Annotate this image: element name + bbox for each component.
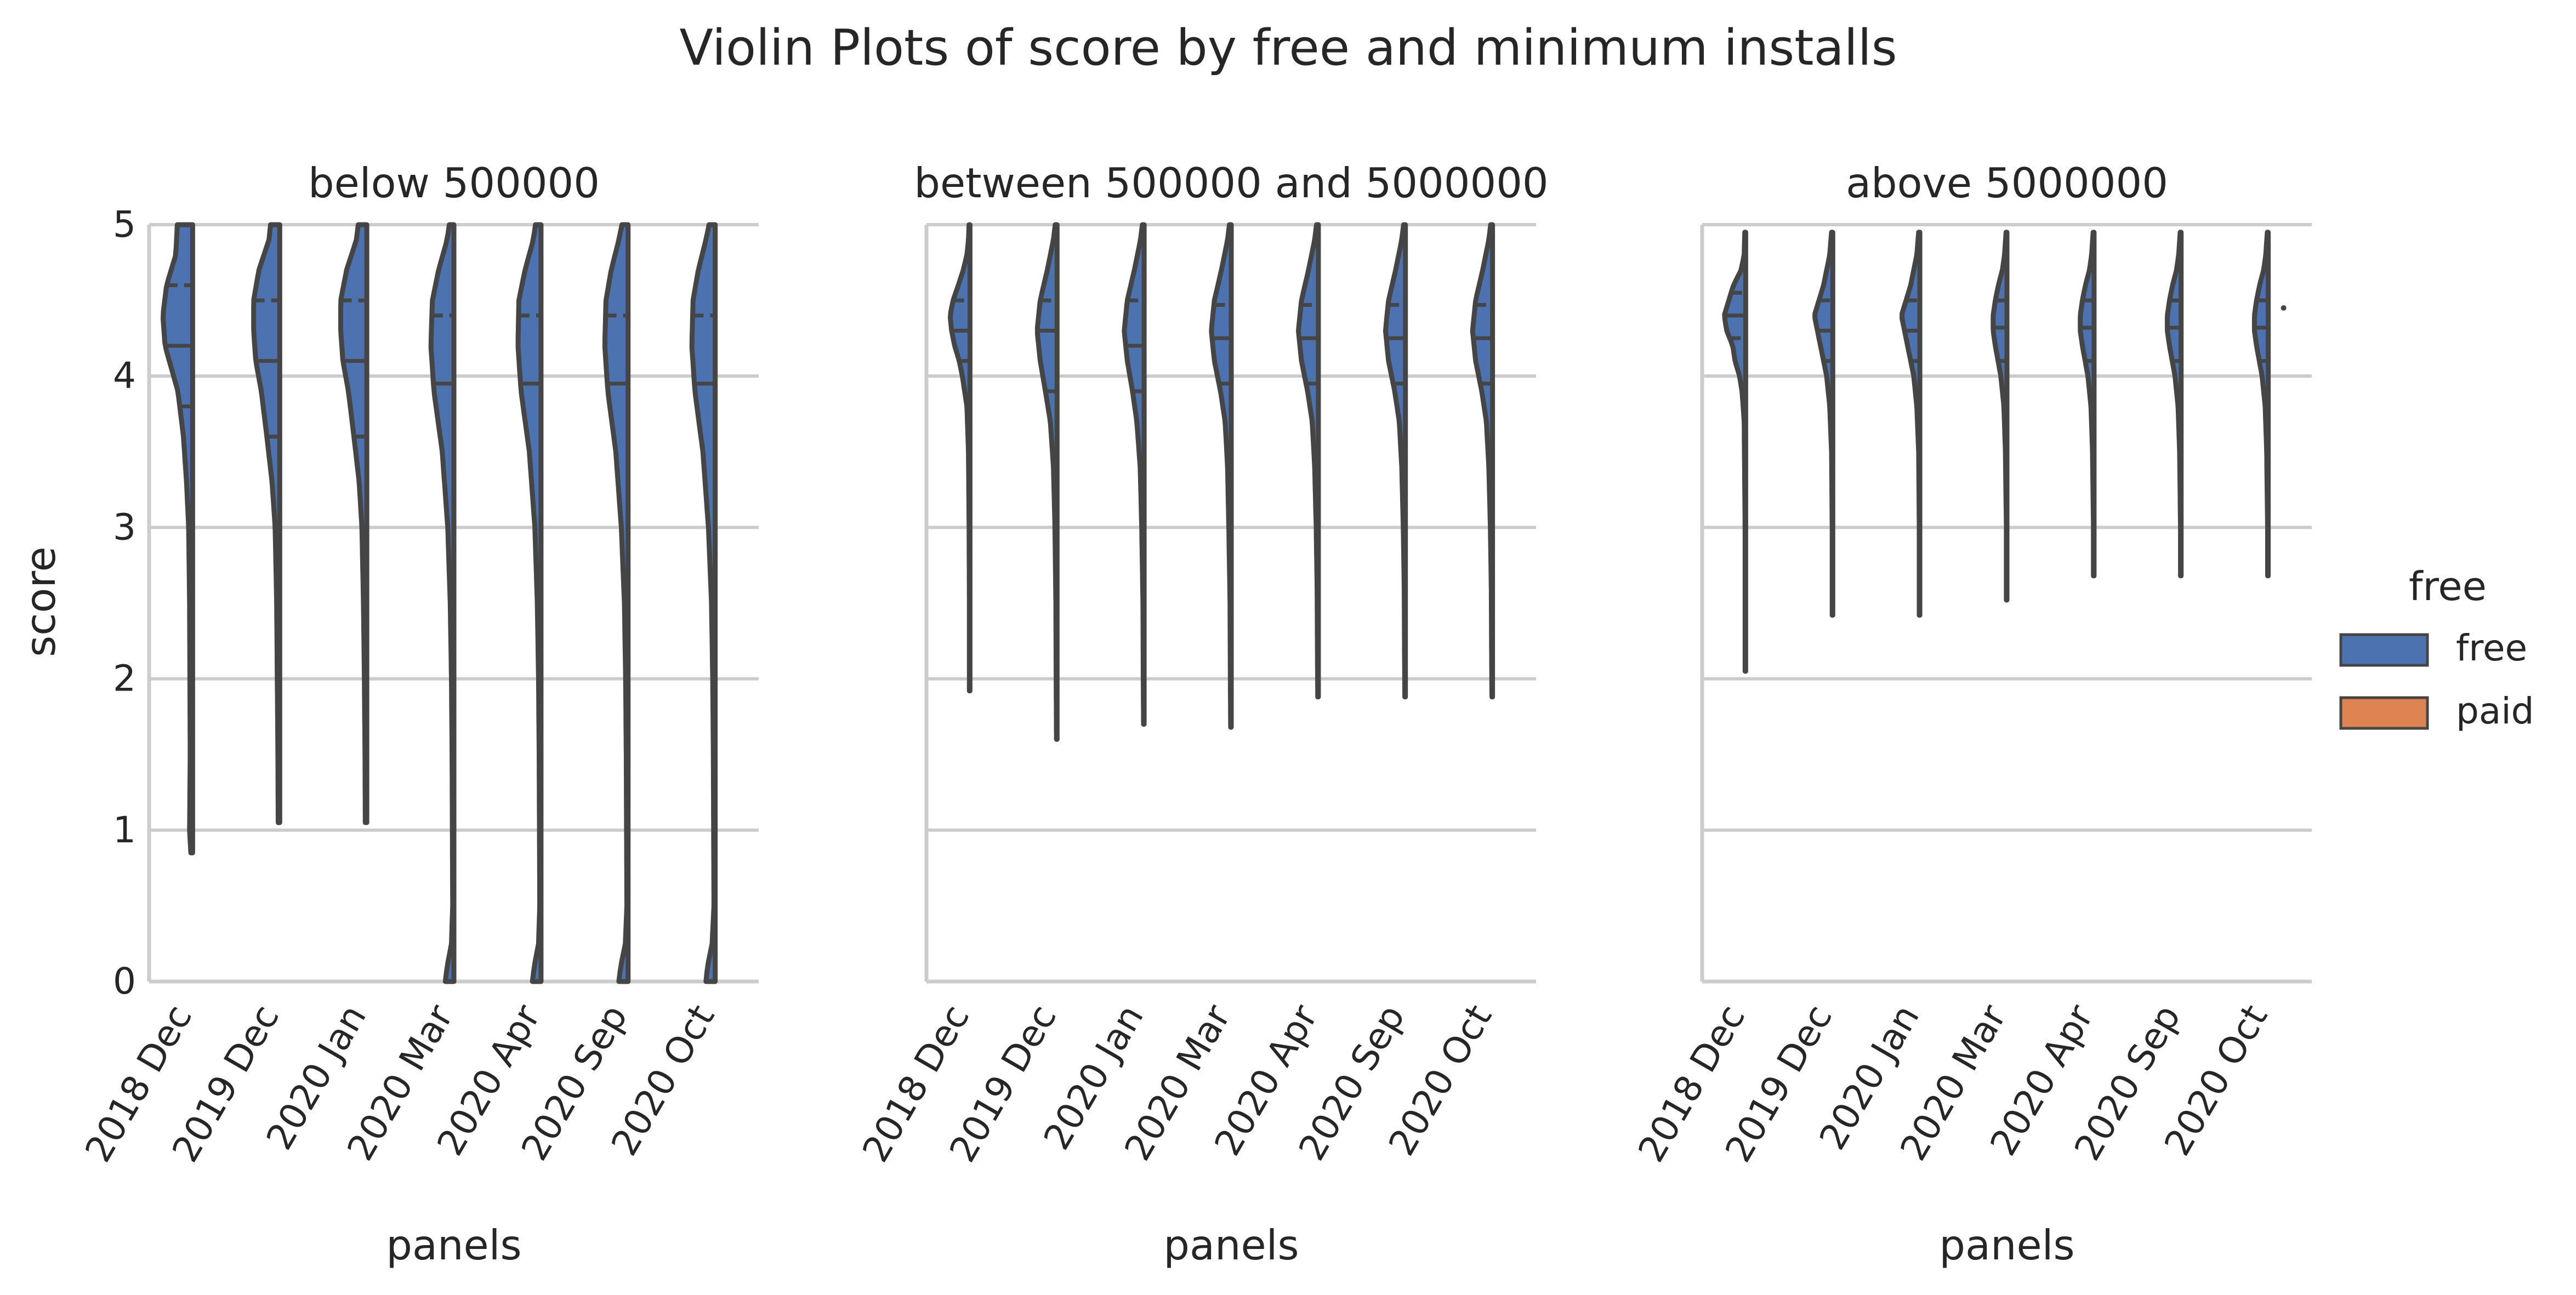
legend: free free paid bbox=[2339, 563, 2534, 732]
panel-title: between 500000 and 5000000 bbox=[914, 159, 1548, 207]
x-axis-label: panels bbox=[1163, 1221, 1299, 1269]
y-tick-label: 4 bbox=[113, 355, 136, 397]
y-tick-label: 5 bbox=[113, 203, 136, 246]
legend-label-free: free bbox=[2456, 627, 2527, 669]
legend-swatch-paid bbox=[2339, 696, 2429, 730]
y-tick-label: 2 bbox=[113, 658, 136, 700]
violin-2018-dec bbox=[161, 222, 195, 855]
x-axis-label: panels bbox=[1939, 1221, 2074, 1269]
y-tick-label: 0 bbox=[113, 960, 136, 1002]
violin-2020-mar bbox=[1991, 230, 2010, 603]
chart-title: Violin Plots of score by free and minimu… bbox=[679, 19, 1897, 77]
violin-2020-mar bbox=[428, 222, 457, 984]
violin-2018-dec bbox=[948, 222, 973, 694]
violin-2020-mar bbox=[1209, 222, 1234, 730]
violin-2020-jan bbox=[338, 222, 369, 825]
legend-title: free bbox=[2409, 563, 2487, 609]
violin-2020-apr bbox=[515, 222, 544, 984]
violin-2020-sep bbox=[602, 222, 631, 984]
violin-2019-dec bbox=[1812, 230, 1835, 618]
y-tick-label: 1 bbox=[113, 809, 136, 851]
violin-2018-dec bbox=[1722, 230, 1748, 674]
violin-2020-sep bbox=[2165, 230, 2184, 579]
violin-2020-jan bbox=[1900, 230, 1923, 618]
violin-2020-sep bbox=[1383, 222, 1408, 700]
violin-2020-apr bbox=[1296, 222, 1321, 700]
panel-title: below 500000 bbox=[308, 159, 600, 207]
panel-title: above 5000000 bbox=[1846, 159, 2168, 207]
violin-2020-oct bbox=[1470, 222, 1495, 700]
legend-label-paid: paid bbox=[2456, 690, 2534, 732]
y-tick-label: 3 bbox=[113, 506, 136, 548]
violin-2020-oct bbox=[2251, 230, 2271, 579]
y-axis-label: score bbox=[16, 546, 65, 657]
violin-2019-dec bbox=[251, 222, 282, 825]
paid-point bbox=[2281, 305, 2287, 311]
violin-2020-oct bbox=[689, 222, 718, 984]
x-axis-label: panels bbox=[386, 1221, 521, 1269]
violin-2020-apr bbox=[2078, 230, 2097, 579]
legend-swatch-free bbox=[2339, 633, 2429, 667]
